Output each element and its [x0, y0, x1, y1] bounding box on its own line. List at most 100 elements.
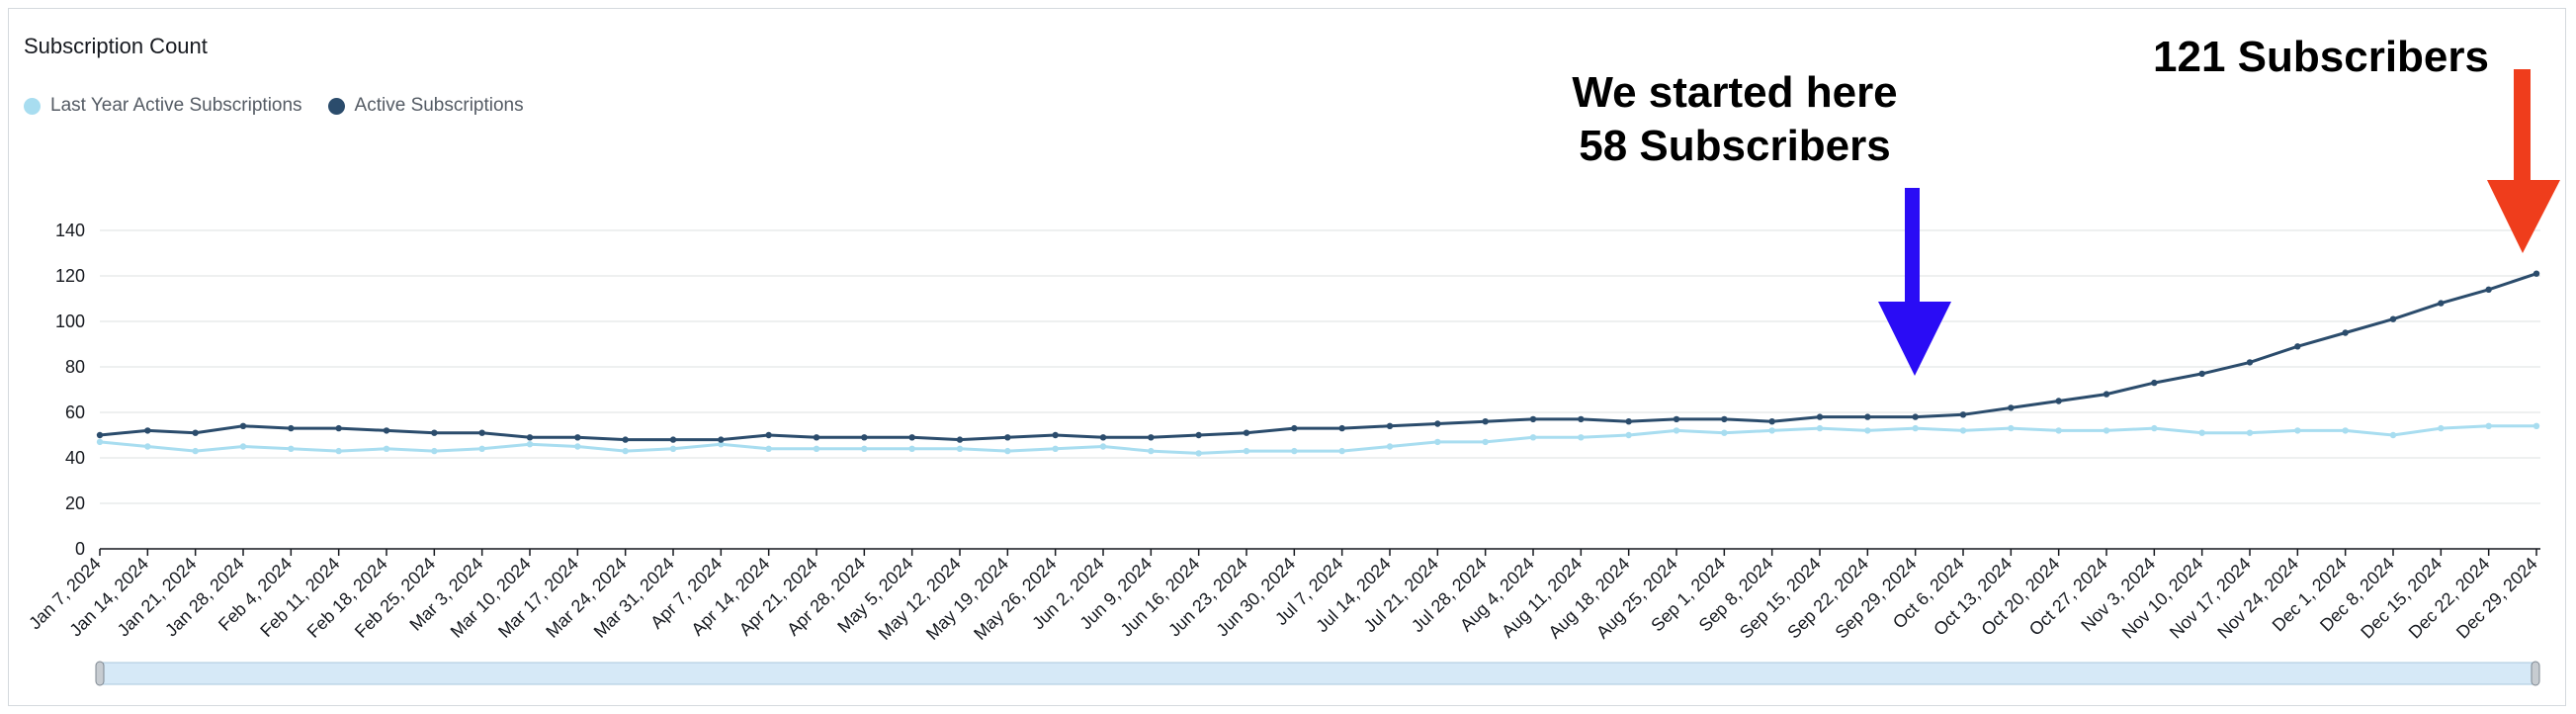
data-point-last-year — [1243, 447, 1250, 455]
data-point-active — [1482, 418, 1489, 425]
data-point-active — [1864, 413, 1871, 420]
data-point-active — [861, 434, 868, 441]
data-point-active — [192, 429, 199, 436]
data-point-active — [478, 429, 485, 436]
scrollbar-handle-left — [95, 661, 105, 686]
data-point-last-year — [861, 445, 868, 452]
red-arrow-icon — [2487, 69, 2560, 253]
data-point-last-year — [1482, 438, 1489, 446]
data-point-last-year — [669, 445, 677, 452]
data-point-active — [2389, 315, 2397, 322]
data-point-active — [1243, 429, 1250, 436]
data-point-active — [239, 422, 247, 429]
y-tick-label: 80 — [65, 357, 85, 377]
legend-dot-active-icon — [327, 97, 345, 115]
data-point-last-year — [335, 447, 342, 455]
data-point-last-year — [2533, 422, 2540, 429]
scrollbar-track — [101, 662, 2536, 685]
data-point-last-year — [1959, 427, 1967, 434]
data-point-last-year — [1816, 424, 1824, 432]
data-point-last-year — [2485, 422, 2492, 429]
data-point-last-year — [1434, 438, 1441, 446]
data-point-active — [813, 434, 820, 441]
data-point-active — [956, 436, 964, 443]
data-point-last-year — [2438, 424, 2445, 432]
data-point-active — [1529, 415, 1537, 423]
x-tick-label: May 19, 2024 — [922, 554, 1012, 644]
y-axis-ticks: 0 20 40 60 80 100 120 140 — [55, 221, 85, 559]
data-point-last-year — [239, 443, 247, 450]
data-point-active — [2198, 370, 2205, 378]
data-point-last-year — [2198, 429, 2205, 436]
y-tick-label: 120 — [55, 266, 85, 286]
data-point-last-year — [2246, 429, 2254, 436]
data-point-active — [431, 429, 438, 436]
y-tick-label: 20 — [65, 493, 85, 513]
chart-panel — [8, 8, 2566, 706]
legend-item-last-year[interactable]: Last Year Active Subscriptions — [24, 95, 302, 117]
data-point-active — [335, 424, 342, 432]
data-point-last-year — [2103, 427, 2110, 434]
series-line-active — [99, 272, 2537, 442]
data-point-active — [2438, 300, 2445, 307]
legend-label-last-year: Last Year Active Subscriptions — [50, 95, 302, 116]
data-point-active — [1338, 424, 1345, 432]
data-point-active — [622, 436, 629, 443]
data-point-active — [1959, 411, 1967, 418]
data-point-active — [96, 431, 104, 439]
data-point-active — [1148, 434, 1155, 441]
data-point-last-year — [144, 443, 151, 450]
data-point-active — [1816, 413, 1824, 420]
data-point-active — [1673, 415, 1680, 423]
data-point-active — [2151, 379, 2158, 387]
data-point-last-year — [2294, 427, 2301, 434]
data-point-last-year — [431, 447, 438, 455]
data-point-active — [1578, 415, 1585, 423]
data-point-last-year — [1673, 427, 1680, 434]
y-tick-label: 60 — [65, 402, 85, 422]
data-point-active — [1434, 420, 1441, 427]
x-tick-label: May 26, 2024 — [970, 554, 1060, 644]
data-point-active — [1625, 418, 1632, 425]
series-line-last-year — [99, 424, 2536, 455]
data-point-last-year — [1386, 443, 1394, 450]
data-point-active — [2294, 343, 2301, 350]
data-point-last-year — [2389, 431, 2397, 439]
data-point-active — [526, 434, 534, 441]
data-point-last-year — [478, 445, 485, 452]
data-point-last-year — [1721, 429, 1728, 436]
data-point-last-year — [1052, 445, 1059, 452]
data-point-last-year — [383, 445, 390, 452]
data-point-last-year — [1291, 447, 1298, 455]
x-tick-label: May 12, 2024 — [875, 554, 965, 644]
annotation-started-line1: We started here — [1572, 68, 1897, 117]
scrollbar-handle-right — [2531, 661, 2540, 686]
annotation-end-label: 121 Subscribers — [2153, 33, 2489, 81]
data-point-last-year — [956, 445, 964, 452]
legend-item-active[interactable]: Active Subscriptions — [327, 95, 524, 117]
data-point-last-year — [96, 438, 104, 446]
data-point-active — [2055, 398, 2062, 404]
data-point-last-year — [288, 445, 295, 452]
series-lines — [96, 270, 2540, 457]
grid-lines — [100, 229, 2540, 550]
data-point-last-year — [526, 441, 534, 448]
data-point-last-year — [1578, 434, 1585, 441]
data-point-last-year — [908, 445, 915, 452]
data-point-last-year — [2055, 427, 2062, 434]
y-tick-label: 40 — [65, 448, 85, 468]
data-point-last-year — [1768, 427, 1775, 434]
data-point-active — [765, 431, 772, 439]
legend: Last Year Active Subscriptions Active Su… — [24, 95, 524, 117]
legend-label-active: Active Subscriptions — [354, 95, 524, 116]
data-point-active — [2342, 329, 2349, 336]
data-point-active — [288, 424, 295, 432]
data-point-last-year — [765, 445, 772, 452]
data-point-active — [1291, 424, 1298, 432]
data-point-active — [908, 434, 915, 441]
y-tick-label: 100 — [55, 312, 85, 331]
range-scrollbar[interactable] — [95, 661, 2540, 686]
data-point-last-year — [1529, 434, 1537, 441]
